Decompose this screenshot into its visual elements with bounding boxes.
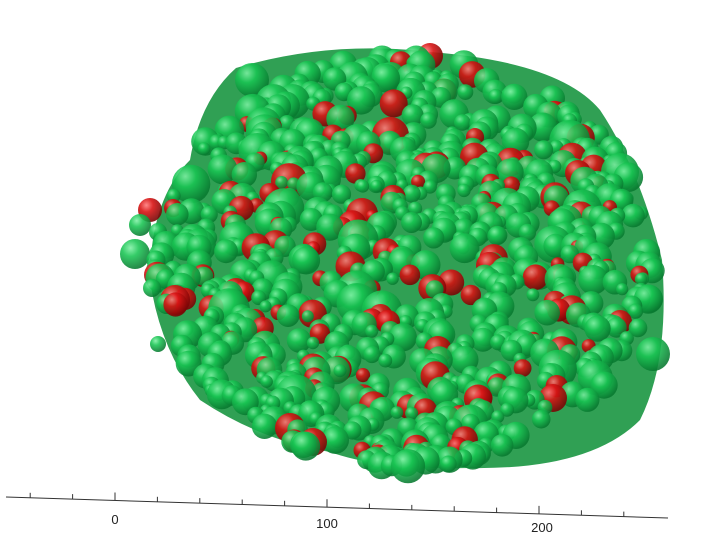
green-sphere — [286, 328, 312, 353]
green-sphere — [634, 272, 648, 286]
red-sphere — [345, 163, 366, 184]
green-sphere — [487, 225, 507, 246]
green-sphere — [534, 140, 554, 160]
green-sphere — [275, 176, 288, 189]
green-sphere — [388, 323, 417, 352]
green-sphere — [166, 188, 181, 203]
green-sphere — [401, 104, 424, 127]
green-sphere — [143, 279, 161, 297]
red-sphere — [163, 292, 188, 317]
red-sphere — [513, 359, 532, 377]
green-sphere — [259, 300, 272, 313]
axis-ticks — [29, 492, 625, 517]
green-sphere — [423, 180, 437, 194]
tick-label-200: 200 — [531, 520, 553, 535]
green-sphere — [454, 114, 471, 131]
green-sphere — [440, 455, 457, 473]
green-sphere — [347, 86, 376, 115]
green-sphere — [166, 203, 189, 226]
green-sphere — [584, 315, 611, 342]
sphere-group — [120, 43, 670, 484]
green-sphere — [401, 212, 422, 233]
green-sphere — [627, 303, 644, 319]
red-sphere — [522, 264, 549, 291]
axis-line — [5, 496, 669, 519]
tick-label-0: 0 — [111, 512, 118, 527]
green-sphere — [636, 337, 670, 371]
green-sphere — [457, 84, 474, 100]
green-sphere — [235, 63, 269, 97]
green-sphere — [578, 265, 609, 295]
green-sphere — [301, 310, 314, 323]
green-sphere — [518, 223, 537, 242]
green-sphere — [575, 387, 600, 412]
green-sphere — [500, 402, 515, 417]
green-sphere — [150, 336, 166, 352]
red-sphere — [460, 284, 481, 306]
green-sphere — [251, 413, 278, 439]
green-sphere — [534, 299, 560, 326]
green-sphere — [214, 239, 238, 264]
green-sphere — [606, 317, 627, 338]
green-sphere — [291, 431, 321, 461]
green-sphere — [628, 318, 648, 338]
green-sphere — [306, 336, 320, 350]
green-sphere — [590, 371, 618, 399]
green-sphere — [526, 288, 540, 302]
green-sphere — [197, 142, 211, 155]
green-sphere — [378, 353, 393, 368]
green-sphere — [470, 327, 495, 352]
green-sphere — [356, 179, 370, 193]
green-sphere — [490, 434, 514, 457]
green-sphere — [501, 83, 528, 110]
green-sphere — [276, 304, 300, 327]
green-sphere — [363, 345, 381, 364]
red-sphere — [399, 264, 421, 286]
green-sphere — [449, 233, 480, 264]
green-sphere — [420, 112, 437, 129]
green-sphere — [129, 214, 151, 236]
green-sphere — [616, 283, 629, 296]
green-sphere — [621, 203, 645, 228]
green-sphere — [390, 406, 404, 419]
green-sphere — [488, 89, 504, 104]
green-sphere — [260, 375, 273, 388]
green-sphere — [390, 449, 426, 484]
green-sphere — [531, 409, 551, 429]
green-sphere — [457, 183, 471, 198]
green-sphere — [207, 154, 238, 185]
x-axis: 0 100 200 — [5, 492, 669, 535]
green-sphere — [402, 184, 421, 203]
green-sphere — [316, 213, 344, 241]
green-sphere — [331, 184, 352, 204]
tick-label-100: 100 — [316, 516, 338, 531]
green-sphere — [292, 246, 321, 275]
green-sphere — [231, 162, 257, 188]
green-sphere — [120, 239, 150, 269]
green-sphere — [370, 179, 383, 193]
green-sphere — [321, 426, 350, 454]
green-sphere — [405, 406, 419, 420]
green-sphere — [333, 364, 347, 378]
green-sphere — [528, 112, 558, 142]
red-sphere — [379, 89, 408, 118]
red-sphere — [355, 368, 371, 383]
green-sphere — [423, 227, 445, 249]
green-sphere — [171, 164, 211, 204]
green-sphere — [386, 272, 399, 285]
green-sphere — [365, 324, 379, 338]
